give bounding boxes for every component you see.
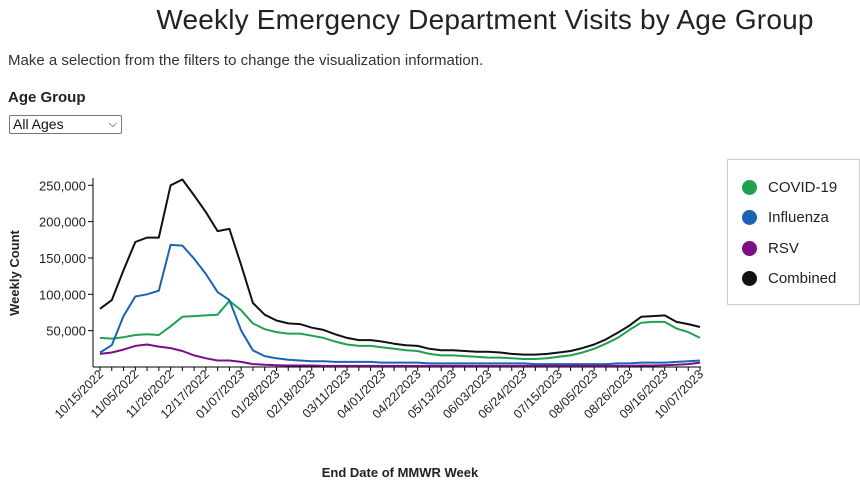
legend-item-influenza[interactable]: Influenza bbox=[742, 206, 829, 228]
age-group-select-value: All Ages bbox=[13, 116, 64, 132]
x-axis-title: End Date of MMWR Week bbox=[322, 465, 479, 480]
legend-item-combined[interactable]: Combined bbox=[742, 267, 836, 289]
y-tick-label: 50,000 bbox=[46, 324, 86, 339]
legend-label-influenza: Influenza bbox=[768, 208, 829, 226]
legend-label-combined: Combined bbox=[768, 269, 837, 287]
legend-item-covid[interactable]: COVID-19 bbox=[742, 176, 837, 198]
series-line-combined bbox=[99, 178, 701, 356]
legend-item-rsv[interactable]: RSV bbox=[742, 237, 799, 259]
page-title: Weekly Emergency Department Visits by Ag… bbox=[156, 4, 814, 35]
legend-label-rsv: RSV bbox=[768, 239, 799, 257]
series-line-rsv bbox=[99, 343, 701, 367]
series-line-influenza bbox=[99, 243, 701, 366]
y-tick-label: 100,000 bbox=[39, 287, 86, 302]
y-tick-label: 250,000 bbox=[39, 178, 86, 193]
y-axis-title: Weekly Count bbox=[7, 229, 22, 315]
age-group-select[interactable]: All Ages ⌵ bbox=[9, 115, 122, 134]
chevron-down-icon: ⌵ bbox=[108, 118, 117, 130]
legend-label-covid: COVID-19 bbox=[768, 178, 838, 196]
chart-legend: COVID-19 Influenza RSV Combined bbox=[727, 159, 860, 305]
legend-marker-rsv bbox=[742, 240, 757, 256]
y-tick-label: 150,000 bbox=[39, 251, 86, 266]
legend-marker-influenza bbox=[742, 209, 757, 225]
page-subtitle: Make a selection from the filters to cha… bbox=[8, 52, 484, 69]
series-line-covid-19 bbox=[99, 299, 701, 360]
age-group-filter-label: Age Group bbox=[8, 89, 86, 106]
legend-marker-covid bbox=[742, 179, 757, 195]
legend-marker-combined bbox=[742, 270, 757, 286]
y-tick-label: 200,000 bbox=[39, 215, 86, 230]
